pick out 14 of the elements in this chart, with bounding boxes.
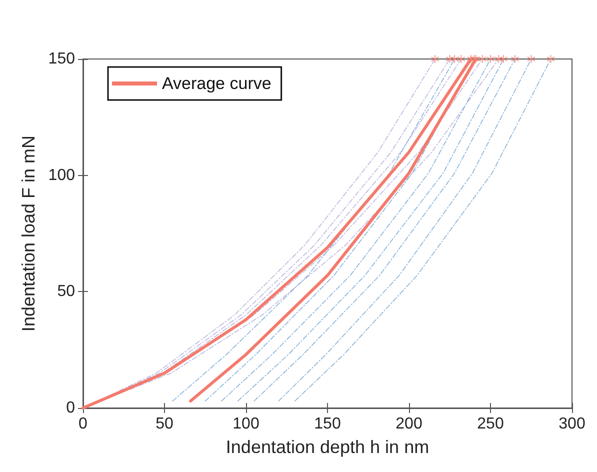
x-tick-label: 0 bbox=[78, 416, 88, 432]
x-tick-label: 150 bbox=[314, 416, 341, 432]
x-axis-title: Indentation depth h in nm bbox=[226, 437, 430, 457]
y-tick-label: 0 bbox=[66, 400, 76, 416]
x-tick-label: 50 bbox=[156, 416, 174, 432]
y-tick-label: 150 bbox=[48, 50, 76, 68]
legend-label: Average curve bbox=[162, 74, 272, 93]
x-tick-label: 300 bbox=[558, 416, 586, 432]
x-tick-label: 100 bbox=[232, 416, 260, 432]
y-axis-title: Indentation load F in mN bbox=[18, 135, 38, 332]
x-tick-label: 200 bbox=[396, 416, 422, 432]
y-tick-label: 100 bbox=[48, 166, 76, 184]
y-tick-label: 50 bbox=[57, 283, 76, 300]
x-tick-label: 250 bbox=[477, 416, 504, 432]
